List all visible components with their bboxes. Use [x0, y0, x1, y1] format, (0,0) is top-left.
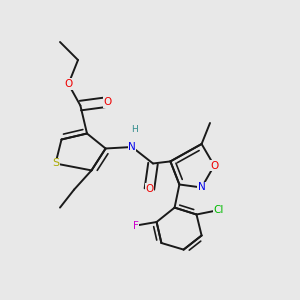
Text: O: O — [210, 160, 218, 171]
Text: N: N — [128, 142, 136, 152]
Text: O: O — [145, 184, 154, 194]
Text: Cl: Cl — [214, 205, 224, 215]
Text: S: S — [52, 158, 59, 169]
Text: O: O — [103, 97, 112, 107]
Text: O: O — [64, 79, 73, 89]
Text: F: F — [133, 220, 139, 231]
Text: H: H — [132, 125, 138, 134]
Text: N: N — [198, 182, 206, 193]
